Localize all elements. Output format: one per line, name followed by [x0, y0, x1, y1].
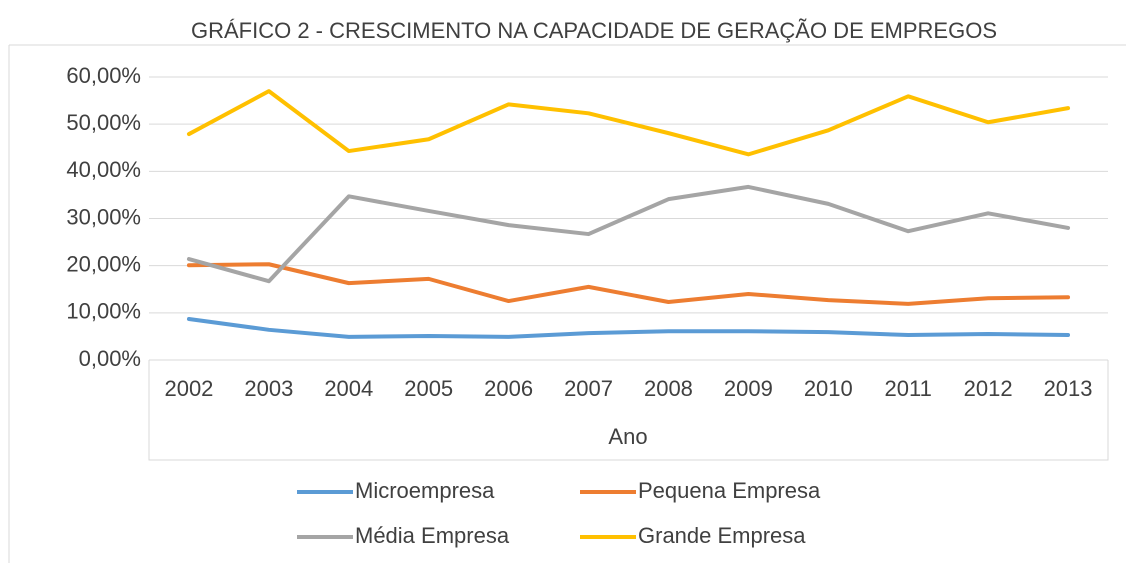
- series-line: [186, 316, 1071, 339]
- series-line: [186, 262, 1071, 306]
- x-tick-label: 2010: [804, 376, 853, 401]
- legend-label: Média Empresa: [355, 523, 510, 548]
- y-tick-label: 50,00%: [66, 110, 141, 135]
- chart-title: GRÁFICO 2 - CRESCIMENTO NA CAPACIDADE DE…: [191, 18, 997, 43]
- y-tick-label: 60,00%: [66, 63, 141, 88]
- y-tick-label: 20,00%: [66, 251, 141, 276]
- x-axis-title: Ano: [608, 424, 647, 449]
- legend-label: Grande Empresa: [638, 523, 806, 548]
- x-tick-label: 2012: [964, 376, 1013, 401]
- y-tick-label: 0,00%: [79, 346, 141, 371]
- axis-box: [148, 360, 1109, 461]
- series-line: [186, 184, 1071, 284]
- x-tick-label: 2013: [1044, 376, 1093, 401]
- series-line: [186, 89, 1071, 157]
- x-tick-label: 2002: [164, 376, 213, 401]
- y-tick-label: 10,00%: [66, 299, 141, 324]
- x-tick-label: 2011: [885, 376, 932, 401]
- x-tick-label: 2009: [724, 376, 773, 401]
- y-tick-label: 40,00%: [66, 157, 141, 182]
- x-tick-label: 2007: [564, 376, 613, 401]
- y-tick-label: 30,00%: [66, 204, 141, 229]
- legend-label: Microempresa: [355, 478, 495, 503]
- legend-label: Pequena Empresa: [638, 478, 821, 503]
- x-tick-label: 2008: [644, 376, 693, 401]
- x-tick-label: 2004: [324, 376, 373, 401]
- x-tick-label: 2003: [244, 376, 293, 401]
- x-tick-label: 2005: [404, 376, 453, 401]
- x-tick-label: 2006: [484, 376, 533, 401]
